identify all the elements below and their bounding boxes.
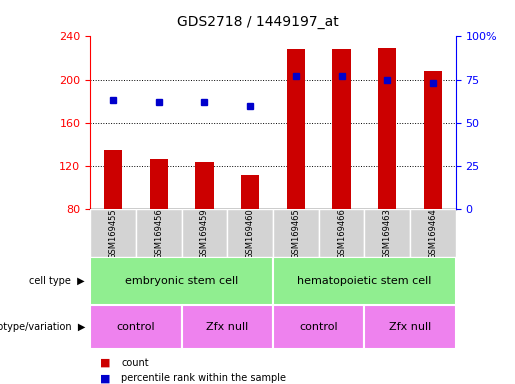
Text: GSM169463: GSM169463 (383, 208, 392, 259)
Text: GSM169464: GSM169464 (428, 208, 437, 259)
Bar (149, 159, 168, 296)
Bar (90, 305, 181, 349)
Text: GSM169465: GSM169465 (291, 208, 300, 259)
Text: GSM169459: GSM169459 (200, 208, 209, 258)
Text: GSM169455: GSM169455 (109, 208, 117, 258)
Bar (195, 162, 214, 296)
Text: GSM169460: GSM169460 (246, 208, 254, 259)
Text: GSM169456: GSM169456 (154, 208, 163, 259)
Bar (424, 71, 442, 296)
Text: GDS2718 / 1449197_at: GDS2718 / 1449197_at (177, 15, 338, 29)
Bar (273, 305, 364, 349)
Bar (136, 209, 182, 257)
Text: ■: ■ (100, 373, 111, 383)
Bar (104, 150, 122, 296)
Text: control: control (116, 322, 155, 333)
Bar (364, 305, 456, 349)
Bar (378, 48, 397, 296)
Bar (364, 209, 410, 257)
Bar (90, 209, 136, 257)
Bar (332, 50, 351, 296)
Bar (273, 257, 456, 305)
Text: embryonic stem cell: embryonic stem cell (125, 276, 238, 286)
Bar (90, 257, 273, 305)
Text: GSM169466: GSM169466 (337, 208, 346, 259)
Text: genotype/variation  ▶: genotype/variation ▶ (0, 322, 85, 333)
Bar (287, 50, 305, 296)
Bar (227, 209, 273, 257)
Text: ■: ■ (100, 358, 111, 368)
Text: Zfx null: Zfx null (389, 322, 431, 333)
Text: Zfx null: Zfx null (206, 322, 248, 333)
Text: count: count (121, 358, 149, 368)
Bar (181, 305, 273, 349)
Bar (319, 209, 365, 257)
Bar (273, 209, 319, 257)
Text: hematopoietic stem cell: hematopoietic stem cell (297, 276, 432, 286)
Bar (410, 209, 456, 257)
Text: percentile rank within the sample: percentile rank within the sample (121, 373, 286, 383)
Text: control: control (299, 322, 338, 333)
Bar (241, 175, 259, 296)
Text: cell type  ▶: cell type ▶ (29, 276, 85, 286)
Bar (181, 209, 227, 257)
